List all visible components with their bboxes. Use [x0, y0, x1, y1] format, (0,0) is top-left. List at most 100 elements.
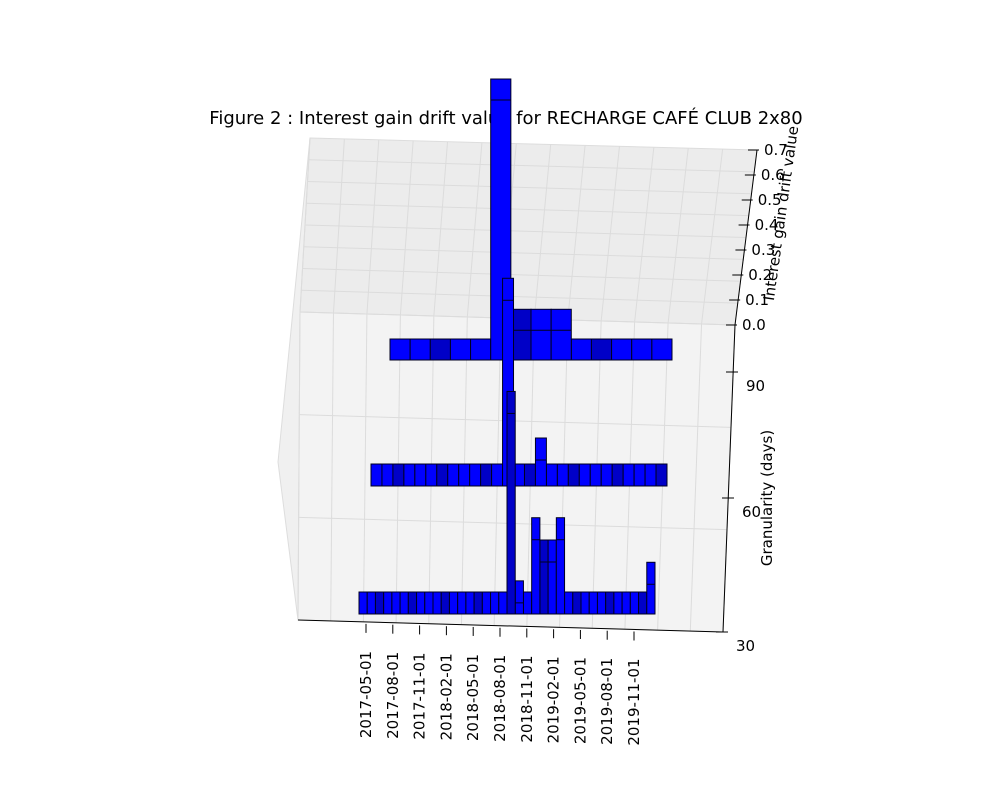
- bar: [564, 591, 574, 615]
- z-tick-label: 0.4: [755, 216, 779, 234]
- z-tick-label: 0.6: [761, 166, 785, 184]
- x-axis-line: [297, 619, 724, 633]
- bar: [567, 463, 580, 487]
- bar: [391, 591, 401, 615]
- x-tick-label: 2019-02-01: [545, 656, 563, 743]
- bar: [448, 591, 459, 615]
- bar: [403, 463, 416, 487]
- bar: [370, 463, 383, 487]
- grid-line: [308, 159, 755, 173]
- bar: [631, 338, 653, 361]
- bar: [590, 338, 613, 361]
- bar: [392, 463, 405, 487]
- bar: [407, 591, 418, 615]
- z-tick-label: 0.5: [758, 191, 782, 209]
- y-axis-line: [722, 324, 736, 633]
- y-axis-label: Granularity (days): [758, 430, 776, 566]
- bar: [465, 591, 475, 615]
- bar: [473, 591, 483, 615]
- grid-line: [301, 289, 738, 304]
- grid-line: [689, 323, 703, 632]
- bar: [622, 463, 635, 487]
- bar: [547, 539, 557, 615]
- bar: [506, 390, 516, 615]
- bar: [578, 463, 591, 487]
- bar: [611, 338, 633, 361]
- grid-line: [307, 181, 752, 195]
- bar: [414, 463, 427, 487]
- bar: [374, 591, 385, 615]
- bar: [644, 463, 657, 487]
- grid-line: [306, 202, 749, 217]
- bar: [522, 591, 533, 615]
- z-axis-line: [734, 149, 758, 326]
- grid-line: [302, 268, 741, 282]
- bar: [530, 308, 552, 361]
- bar: [550, 308, 572, 361]
- bar: [646, 561, 656, 615]
- bar: [600, 463, 613, 487]
- x-tick-label: 2019-08-01: [598, 658, 616, 745]
- grid-line: [304, 224, 747, 238]
- bar: [381, 463, 394, 487]
- bar: [429, 338, 451, 361]
- bar: [534, 437, 547, 487]
- bar: [655, 463, 668, 487]
- grid-line: [330, 312, 334, 621]
- bar: [638, 591, 648, 615]
- bar: [481, 591, 492, 615]
- x-tick-label: 2017-08-01: [384, 652, 402, 739]
- bar: [539, 539, 549, 615]
- bar: [556, 463, 569, 487]
- bar: [383, 591, 393, 615]
- z-tick-label: 0.1: [745, 291, 769, 309]
- bar: [440, 591, 450, 615]
- z-tick-label: 0.7: [764, 141, 788, 159]
- bar: [651, 338, 673, 361]
- y-tick-label: 90: [746, 377, 765, 395]
- bar: [436, 463, 449, 487]
- bar: [389, 338, 411, 361]
- bar: [409, 338, 431, 361]
- bar: [358, 591, 368, 615]
- bar: [399, 591, 409, 615]
- bar: [580, 591, 590, 615]
- grid-line: [303, 246, 744, 260]
- bar: [621, 591, 631, 615]
- bar: [589, 463, 602, 487]
- bar: [458, 463, 471, 487]
- bars: [358, 78, 673, 615]
- axis-panes: [277, 137, 758, 633]
- bar: [545, 463, 558, 487]
- z-tick-label: 0.2: [748, 266, 772, 284]
- bar: [555, 517, 566, 615]
- bar: [457, 591, 467, 615]
- bar: [629, 591, 640, 615]
- bar: [366, 591, 376, 615]
- bar: [470, 338, 492, 361]
- bar: [469, 463, 482, 487]
- bar: [480, 463, 493, 487]
- bar: [416, 591, 426, 615]
- bar: [613, 591, 623, 615]
- bar: [531, 517, 541, 615]
- bar: [498, 591, 508, 615]
- grid-line: [297, 311, 301, 621]
- y-tick-label: 60: [742, 503, 761, 521]
- bar: [611, 463, 624, 487]
- grid-line: [362, 313, 368, 622]
- x-tick-label: 2018-11-01: [518, 655, 536, 742]
- bar: [425, 463, 438, 487]
- x-tick-label: 2018-05-01: [464, 654, 482, 741]
- x-tick-label: 2018-02-01: [437, 653, 455, 740]
- x-tick-label: 2018-08-01: [491, 655, 509, 742]
- bar: [523, 463, 536, 487]
- z-tick-label: 0.3: [751, 241, 775, 259]
- bar: [588, 591, 598, 615]
- bar: [514, 580, 524, 615]
- z-tick-label: 0.0: [742, 316, 766, 334]
- bar: [490, 591, 500, 615]
- y-tick-label: 30: [736, 637, 755, 655]
- bar: [596, 591, 607, 615]
